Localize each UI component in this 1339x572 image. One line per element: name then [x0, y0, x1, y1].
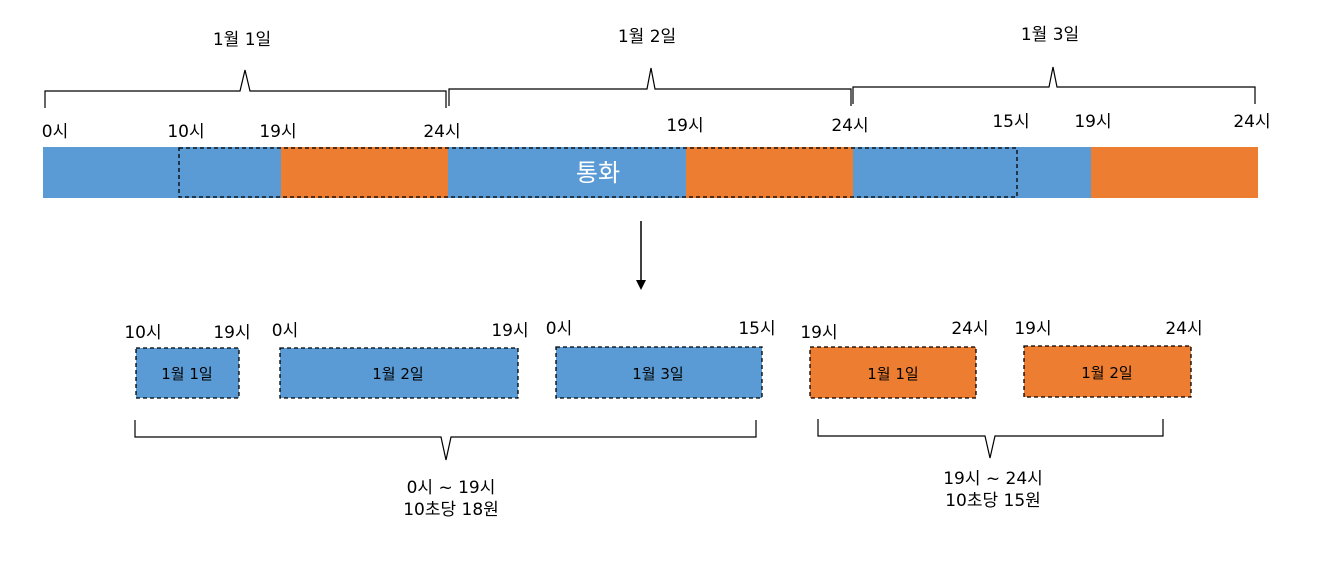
- hour-label-day1-0: 0시: [42, 122, 68, 142]
- box5-start-label: 19시: [1014, 319, 1051, 339]
- box-jan1-day: [135, 347, 240, 399]
- hour-label-day3-15: 15시: [992, 112, 1029, 132]
- timeline-segment-day3-0-15: [853, 147, 1017, 198]
- box2-end-label: 19시: [491, 321, 528, 341]
- box-jan3-day: [555, 346, 763, 399]
- timeline-segment-day1-0-10: [43, 147, 179, 198]
- hour-label-day3-19: 19시: [1074, 112, 1111, 132]
- box4-end-label: 24시: [951, 319, 988, 339]
- box3-label: 1월 3일: [632, 365, 683, 383]
- day-rate-price: 10초당 18원: [403, 500, 499, 520]
- night-rate-range: 19시 ~ 24시: [943, 469, 1043, 489]
- brace-day-2: [448, 67, 852, 106]
- box5-label: 1월 2일: [1081, 364, 1132, 382]
- brace-day-1: [44, 69, 447, 108]
- brace-day-3: [852, 66, 1256, 104]
- brace-day-rate: [134, 420, 757, 461]
- box-jan2-day: [279, 347, 519, 399]
- box5-end-label: 24시: [1165, 319, 1202, 339]
- box2-start-label: 0시: [272, 321, 298, 341]
- timeline-segment-day2-19-24: [686, 147, 853, 198]
- timeline-segment-day2-0-19: [448, 147, 686, 198]
- box3-start-label: 0시: [546, 319, 572, 339]
- hour-label-day1-19: 19시: [259, 122, 296, 142]
- timeline-segment-day3-19-24: [1091, 147, 1258, 198]
- box2-label: 1월 2일: [372, 365, 423, 383]
- hour-label-day2-19: 19시: [666, 116, 703, 136]
- box4-label: 1월 1일: [867, 365, 918, 383]
- day-label-2: 1월 2일: [618, 27, 676, 47]
- brace-night-rate: [817, 419, 1164, 459]
- timeline-segment-day1-10-19: [179, 147, 281, 198]
- night-rate-price: 10초당 15원: [945, 491, 1041, 511]
- day-label-1: 1월 1일: [213, 30, 271, 50]
- call-duration-outline: [178, 147, 1018, 198]
- timeline-bar: [43, 147, 1258, 198]
- box-jan1-night: [809, 346, 977, 399]
- hour-label-day2-24: 24시: [831, 116, 868, 136]
- box-jan2-night: [1023, 345, 1192, 398]
- day-braces: [44, 66, 1256, 108]
- day-rate-range: 0시 ~ 19시: [407, 478, 496, 498]
- timeline-segment-day3-15-19: [1017, 147, 1091, 198]
- day-label-3: 1월 3일: [1021, 25, 1079, 45]
- timeline-segment-day1-19-24: [281, 147, 448, 198]
- box1-end-label: 19시: [213, 323, 250, 343]
- hour-label-day1-24: 24시: [423, 122, 460, 142]
- box4-start-label: 19시: [800, 323, 837, 343]
- box1-label: 1월 1일: [161, 365, 212, 383]
- hour-label-day3-24: 24시: [1233, 112, 1270, 132]
- split-boxes: 10시 19시 1월 1일 0시 19시 1월 2일 0시 15시 1월 3일 …: [124, 319, 1203, 399]
- box3-end-label: 15시: [738, 319, 775, 339]
- call-label: 통화: [576, 159, 620, 187]
- hour-label-day1-10: 10시: [167, 122, 204, 142]
- box1-start-label: 10시: [124, 323, 161, 343]
